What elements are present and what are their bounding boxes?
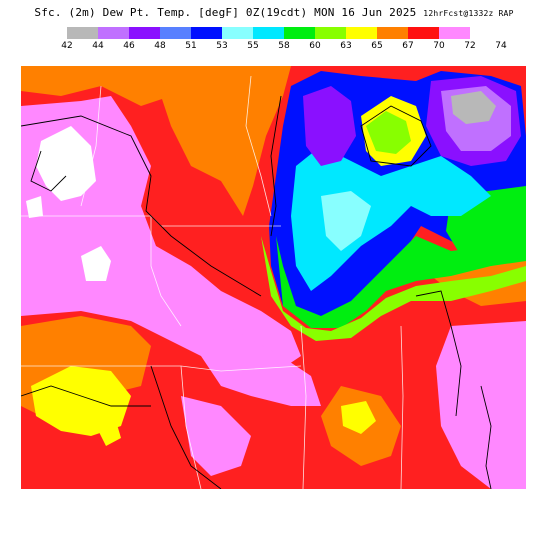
map-boundaries <box>21 75 404 489</box>
boundary-line-4 <box>300 325 307 489</box>
color-legend: 42 44 46 48 51 53 55 58 60 63 65 67 70 72 74 <box>61 27 507 53</box>
title-run: 12hrFcst@1332z RAP <box>423 9 514 18</box>
region-cyan-core <box>291 146 491 291</box>
legend-label-46: 46 <box>123 41 135 51</box>
legend-label-60: 60 <box>309 41 321 51</box>
contour-line-3 <box>21 385 151 407</box>
legend-label-48: 48 <box>154 41 166 51</box>
boundary-line-3 <box>21 365 302 372</box>
dewpoint-map <box>21 66 526 489</box>
boundary-line-7 <box>245 75 272 217</box>
contour-line-4 <box>150 365 222 489</box>
contour-line-6 <box>360 105 432 167</box>
chart-title: Sfc. (2m) Dew Pt. Temp. [degF] 0Z(19cdt)… <box>0 6 548 19</box>
contour-line-7 <box>270 95 282 237</box>
legend-label-51: 51 <box>185 41 197 51</box>
contour-line-5 <box>415 290 462 417</box>
region-purple-w <box>303 86 356 166</box>
region-gray-e <box>451 91 496 124</box>
legend-swatch-42 <box>67 27 98 39</box>
region-orange-north <box>161 66 291 216</box>
region-green-lake <box>366 111 411 154</box>
legend-label-53: 53 <box>216 41 228 51</box>
map-contours <box>21 95 492 489</box>
legend-label-72: 72 <box>464 41 476 51</box>
region-pink-central <box>191 306 321 406</box>
boundary-line-6 <box>400 325 404 489</box>
legend-swatch-67 <box>408 27 439 39</box>
legend-swatch-55 <box>253 27 284 39</box>
contour-line-1 <box>21 115 262 297</box>
region-yellow-s2 <box>96 421 121 446</box>
legend-label-67: 67 <box>402 41 414 51</box>
region-yellow-sw <box>31 366 131 436</box>
region-pink-south <box>181 396 251 476</box>
region-orange-nw <box>21 66 171 106</box>
region-lime-band <box>261 236 526 341</box>
legend-swatch-65 <box>377 27 408 39</box>
legend-swatch-58 <box>284 27 315 39</box>
legend-swatch-44 <box>98 27 129 39</box>
region-white-w2 <box>26 196 43 218</box>
region-lightcyan <box>321 191 371 251</box>
region-pink-southeast <box>436 321 526 489</box>
contour-line-8 <box>480 385 492 489</box>
legend-swatches <box>67 27 470 39</box>
boundary-line-5 <box>180 365 202 489</box>
legend-label-63: 63 <box>340 41 352 51</box>
legend-label-58: 58 <box>278 41 290 51</box>
title-main: Sfc. (2m) Dew Pt. Temp. [degF] 0Z(19cdt)… <box>34 6 417 19</box>
region-yellow-s <box>341 401 376 434</box>
legend-label-42: 42 <box>61 41 73 51</box>
boundary-line-2 <box>150 216 182 327</box>
boundary-line-8 <box>80 85 102 207</box>
region-white-nw <box>36 126 96 201</box>
contour-line-2 <box>30 150 67 192</box>
legend-label-65: 65 <box>371 41 383 51</box>
legend-label-74: 74 <box>495 41 507 51</box>
legend-label-70: 70 <box>433 41 445 51</box>
legend-swatch-48 <box>160 27 191 39</box>
legend-swatch-53 <box>222 27 253 39</box>
legend-label-55: 55 <box>247 41 259 51</box>
map-canvas <box>21 66 526 489</box>
legend-swatch-46 <box>129 27 160 39</box>
legend-swatch-51 <box>191 27 222 39</box>
legend-swatch-70 <box>439 27 470 39</box>
region-white-w <box>81 246 111 281</box>
legend-label-44: 44 <box>92 41 104 51</box>
legend-swatch-63 <box>346 27 377 39</box>
legend-swatch-60 <box>315 27 346 39</box>
